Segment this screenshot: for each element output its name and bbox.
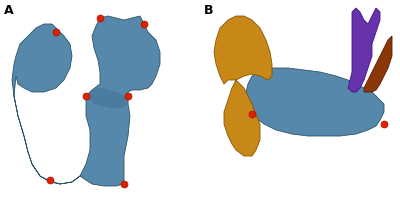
Polygon shape — [86, 88, 128, 108]
Polygon shape — [12, 16, 160, 186]
Polygon shape — [244, 68, 384, 136]
Text: A: A — [4, 4, 14, 17]
Polygon shape — [214, 16, 272, 156]
Polygon shape — [364, 36, 392, 92]
Text: B: B — [204, 4, 214, 17]
Polygon shape — [348, 8, 380, 92]
